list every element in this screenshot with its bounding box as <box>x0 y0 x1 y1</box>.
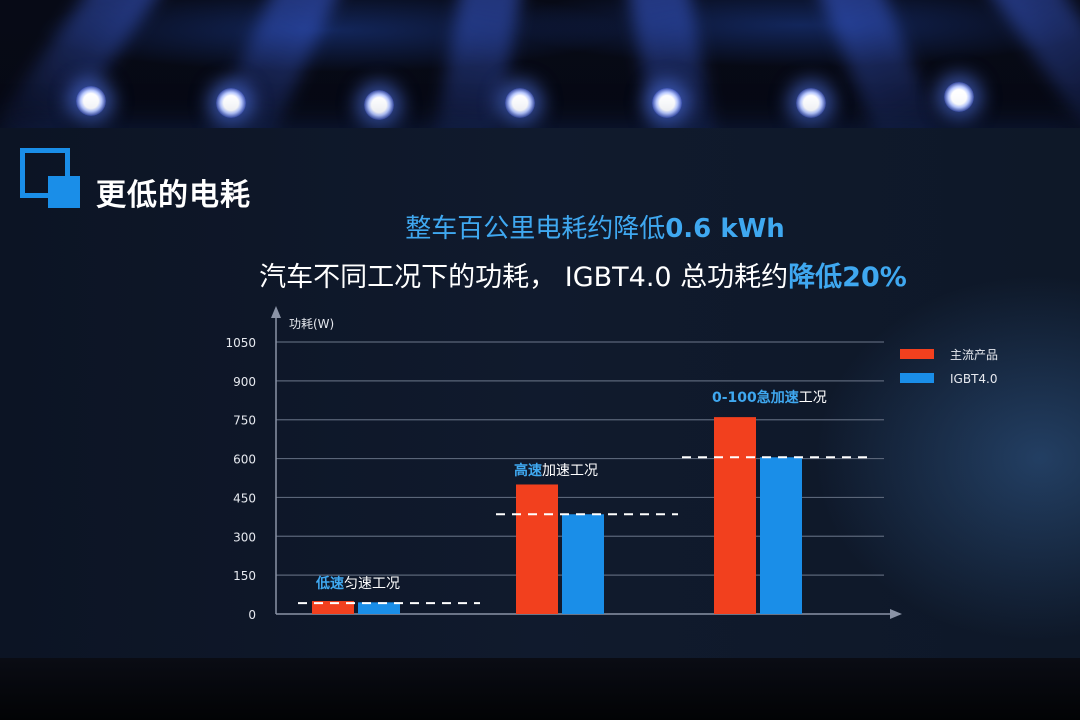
stage-light-icon <box>652 88 682 118</box>
bar-igbt <box>760 457 802 614</box>
category-label: 高速加速工况 <box>514 462 598 479</box>
category-label: 0-100急加速工况 <box>712 389 827 406</box>
bar-igbt <box>358 602 400 614</box>
subheadline: 汽车不同工况下的功耗， IGBT4.0 总功耗约降低20% <box>0 255 1080 294</box>
title-square-filled-icon <box>48 176 80 208</box>
y-tick-label: 750 <box>233 414 256 428</box>
legend-swatch <box>900 349 934 359</box>
slide-title: 更低的电耗 <box>96 178 251 213</box>
y-tick-label: 300 <box>233 530 256 544</box>
y-axis-arrow-icon <box>271 306 281 318</box>
headline-prefix: 整车百公里电耗约降低 <box>405 214 666 244</box>
legend-swatch <box>900 373 934 383</box>
category-label-highlight: 0-100急加速 <box>712 389 799 406</box>
y-tick-label: 1050 <box>225 336 256 350</box>
category-label-highlight: 高速 <box>514 462 542 479</box>
y-tick-label: 600 <box>233 453 256 467</box>
stage-light-icon <box>364 90 394 120</box>
headline-value: 0.6 kWh <box>665 214 785 244</box>
stage-light-icon <box>944 82 974 112</box>
category-label-rest: 工况 <box>799 390 827 406</box>
bar-mainstream <box>714 417 756 614</box>
subheadline-prefix: 汽车不同工况下的功耗， IGBT4.0 总功耗约 <box>259 262 789 293</box>
y-tick-label: 0 <box>248 608 256 622</box>
y-tick-label: 150 <box>233 569 256 583</box>
bar-mainstream <box>312 601 354 614</box>
y-axis-label: 功耗(W) <box>289 317 334 331</box>
headline: 整车百公里电耗约降低0.6 kWh <box>0 208 1080 245</box>
stage-light-icon <box>505 88 535 118</box>
stage-light-icon <box>796 88 826 118</box>
category-label: 低速匀速工况 <box>315 575 400 592</box>
stage-light-icon <box>76 86 106 116</box>
bar-mainstream <box>516 484 558 614</box>
x-axis-arrow-icon <box>890 609 902 619</box>
category-label-highlight: 低速 <box>315 575 344 592</box>
stage-light-icon <box>216 88 246 118</box>
subheadline-accent: 降低20% <box>788 262 907 293</box>
legend-label: IGBT4.0 <box>950 372 997 386</box>
legend-label: 主流产品 <box>950 348 998 362</box>
category-label-rest: 匀速工况 <box>344 576 400 592</box>
y-tick-label: 900 <box>233 375 256 389</box>
category-label-rest: 加速工况 <box>542 463 598 479</box>
stage-floor <box>0 658 1080 720</box>
title-square-outline-icon <box>20 148 70 198</box>
bar-igbt <box>562 514 604 614</box>
y-tick-label: 450 <box>233 491 256 505</box>
